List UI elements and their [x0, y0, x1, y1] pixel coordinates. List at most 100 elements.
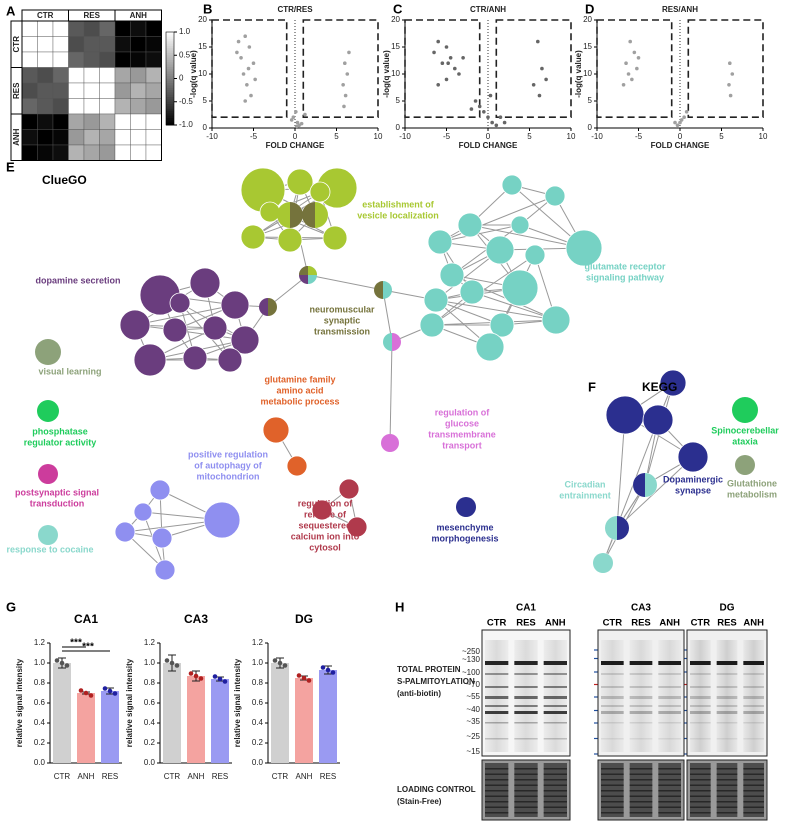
band	[514, 790, 538, 792]
x-tick-label: -5	[250, 132, 258, 141]
band	[629, 779, 653, 781]
node	[338, 478, 360, 500]
term-label: dopamine secretion	[35, 275, 120, 285]
y-axis-label: -log(q value)	[574, 50, 583, 98]
term-label: phosphatase	[32, 426, 88, 436]
point	[727, 83, 731, 87]
node	[659, 369, 687, 397]
point	[247, 45, 252, 49]
y-tick-label: 5	[203, 96, 208, 105]
point	[673, 120, 677, 125]
point	[303, 112, 307, 117]
x-tick-label: 10	[759, 132, 768, 141]
band	[629, 801, 653, 803]
band	[716, 661, 738, 665]
node	[133, 343, 167, 377]
y-axis-label: relative signal intensity	[233, 658, 242, 747]
band	[658, 696, 681, 699]
band	[743, 768, 764, 770]
colorbar-label: 0.5	[179, 50, 191, 59]
marker-label: ~25	[466, 732, 480, 741]
band	[690, 696, 711, 699]
point	[624, 61, 628, 65]
y-tick-label: 15	[583, 42, 592, 51]
node	[277, 202, 290, 228]
band	[716, 801, 738, 803]
band	[543, 696, 567, 699]
band	[658, 705, 681, 707]
y-tick-label: 15	[198, 42, 207, 51]
band	[658, 673, 681, 675]
band	[743, 806, 764, 808]
heatmap-cell	[68, 20, 85, 37]
node	[732, 397, 758, 423]
blot-label: LOADING CONTROL	[397, 785, 476, 794]
marker-label: ~40	[466, 705, 480, 714]
point	[294, 110, 298, 114]
band	[716, 738, 738, 740]
lane	[658, 640, 681, 752]
point	[345, 72, 350, 76]
node	[645, 473, 657, 497]
threshold-box	[495, 19, 572, 118]
point	[457, 72, 461, 76]
node	[189, 267, 221, 299]
heatmap-cell	[68, 67, 85, 84]
colorbar-step	[166, 52, 174, 56]
band	[514, 673, 538, 675]
band	[543, 661, 567, 665]
band	[629, 673, 653, 675]
band	[485, 673, 509, 675]
edge	[616, 456, 694, 529]
term-label: glutamate receptor	[584, 261, 666, 271]
panel-label: F	[588, 379, 596, 394]
band	[743, 779, 764, 781]
node	[149, 479, 171, 501]
band	[629, 795, 653, 797]
point	[241, 72, 246, 76]
term-label: metabolic process	[260, 396, 339, 406]
term-label: positive regulation	[188, 449, 268, 459]
band	[601, 773, 624, 775]
point	[675, 123, 680, 128]
node	[374, 281, 383, 299]
band	[543, 801, 567, 803]
point	[461, 56, 465, 60]
colorbar-step	[166, 80, 174, 84]
band	[716, 812, 738, 814]
y-tick-label: 10	[198, 69, 207, 78]
point	[341, 83, 345, 87]
heatmap-cell	[21, 98, 38, 115]
heatmap-cell	[83, 82, 100, 99]
x-axis-label: FOLD CHANGE	[266, 141, 325, 150]
sig-label: ***	[70, 638, 82, 649]
node	[309, 181, 331, 203]
y-tick-label: 0.4	[252, 718, 264, 727]
band	[514, 661, 538, 665]
point	[436, 83, 441, 87]
colorbar-step	[166, 83, 174, 86]
band	[629, 661, 653, 665]
band	[658, 738, 681, 740]
colorbar-step	[166, 62, 174, 66]
band	[690, 738, 711, 740]
point	[253, 77, 257, 82]
marker-label: ~35	[466, 717, 480, 726]
lane	[690, 640, 711, 752]
band	[658, 722, 681, 724]
band	[629, 768, 653, 770]
replicate-dot	[54, 658, 60, 663]
heatmap-cell	[21, 82, 38, 99]
point	[444, 45, 449, 49]
band	[514, 705, 538, 707]
colorbar-step	[166, 38, 174, 42]
colorbar-step	[166, 94, 174, 98]
y-axis-label: -log(q value)	[382, 50, 391, 98]
panel-label: E	[6, 159, 15, 174]
heatmap-cell	[145, 20, 162, 37]
band	[485, 812, 509, 814]
plot-title: CTR/ANH	[470, 5, 506, 14]
term-label: regulation of	[435, 407, 490, 417]
band	[543, 784, 567, 786]
y-tick-label: 0.2	[34, 738, 46, 747]
